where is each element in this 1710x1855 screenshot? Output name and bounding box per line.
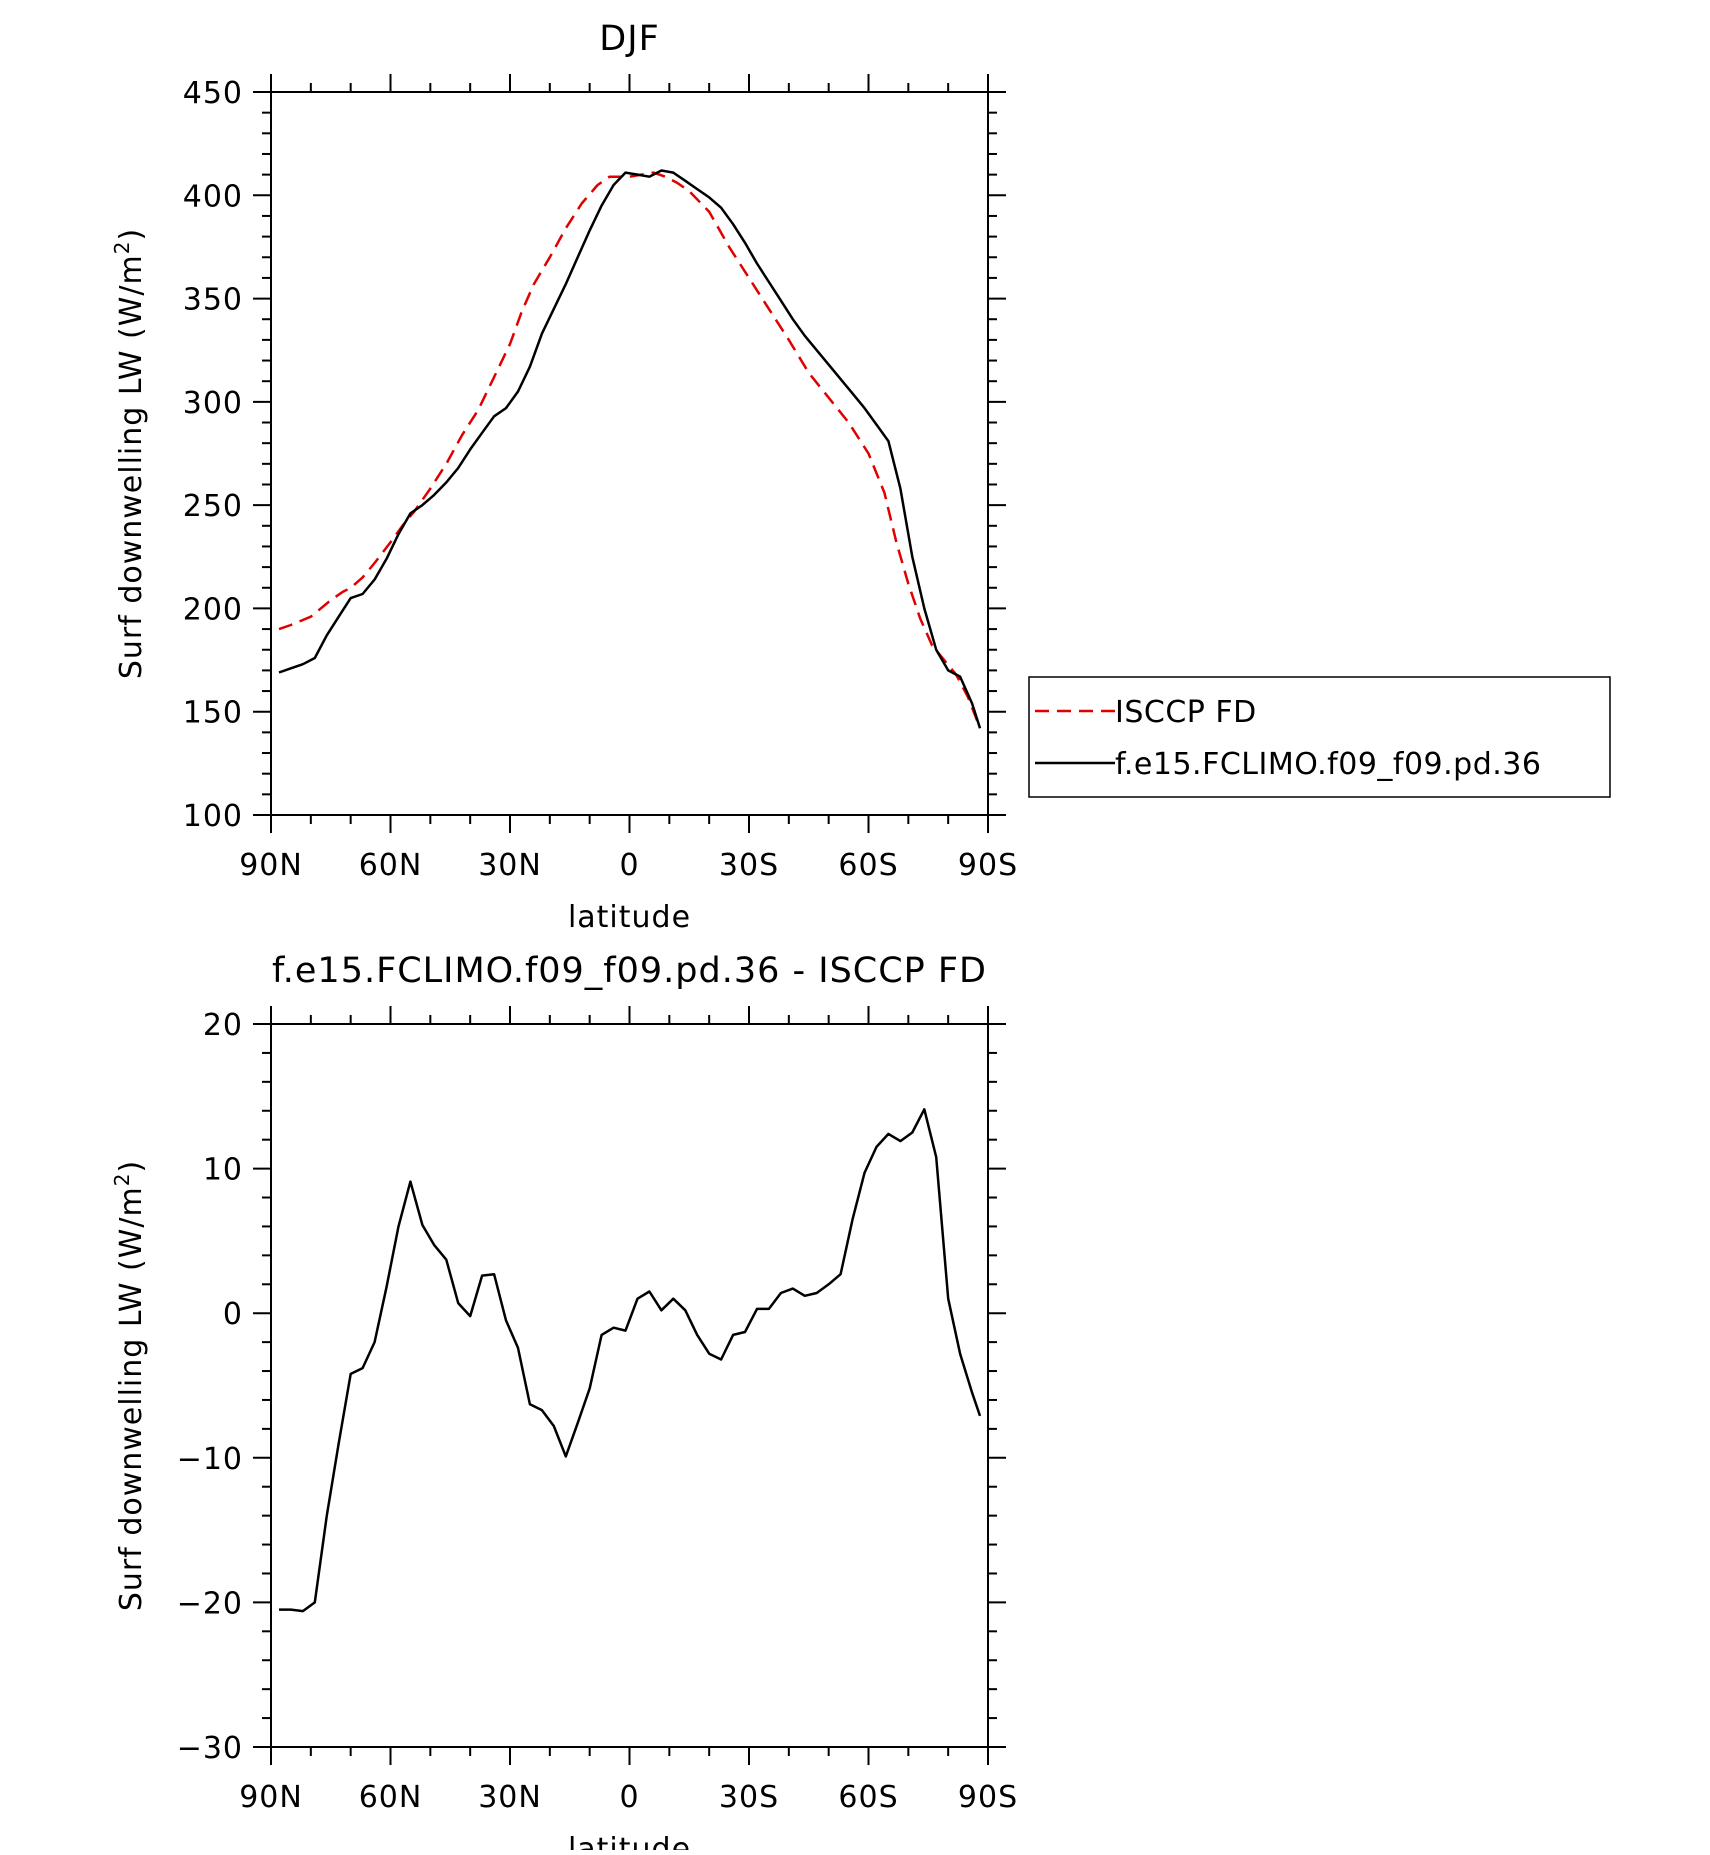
legend-label-model: f.e15.FCLIMO.f09_f09.pd.36 [1115, 747, 1541, 782]
top-ytick-label: 300 [183, 386, 243, 421]
bottom-ytick-label: −30 [177, 1731, 243, 1766]
bottom-ytick-label: −10 [177, 1442, 243, 1477]
top-ytick-label: 400 [183, 179, 243, 214]
top-ytick-label: 450 [183, 76, 243, 111]
bottom-ylabel-sup: 2 [110, 1173, 134, 1187]
bottom-xtick-label: 60S [838, 1780, 898, 1815]
bottom-xtick-label: 90S [958, 1780, 1018, 1815]
bottom-ytick-label: 10 [203, 1153, 243, 1188]
bottom-xtick-label: 90N [239, 1780, 303, 1815]
bottom-xtick-label: 30N [478, 1780, 542, 1815]
top-plot-frame [270, 91, 989, 816]
top-panel-marks: 100 150 200 250 300 350 400 450 90N 60N 30N 0 30S 60S… [183, 74, 1018, 883]
bottom-panel-title: f.e15.FCLIMO.f09_f09.pd.36 - ISCCP FD [272, 951, 987, 991]
bottom-xtick-label: 60N [359, 1780, 423, 1815]
bottom-ytick-label: 0 [223, 1297, 243, 1332]
bottom-ytick-label: −20 [177, 1586, 243, 1621]
top-xtick-label: 30N [478, 848, 542, 883]
bottom-ytick-label: 20 [203, 1008, 243, 1043]
top-ytick-label: 250 [183, 489, 243, 524]
top-ytick-label: 100 [183, 799, 243, 834]
top-xtick-label: 0 [619, 848, 639, 883]
top-ylabel-main: Surf downwelling LW (W/m [114, 254, 149, 679]
top-series-line-0 [278, 171, 982, 729]
bottom-panel-ylabel: Surf downwelling LW (W/m2) [110, 1160, 149, 1611]
bottom-panel: f.e15.FCLIMO.f09_f09.pd.36 - ISCCP FD Su… [110, 951, 1018, 1855]
bottom-ylabel-end: ) [114, 1160, 149, 1173]
legend-label-isccp: ISCCP FD [1115, 695, 1257, 730]
svg-text:Surf downwelling LW (W/m2): Surf downwelling LW (W/m2) [110, 228, 149, 679]
top-xtick-label: 60S [838, 848, 898, 883]
top-ytick-label: 150 [183, 696, 243, 731]
top-ylabel-sup: 2 [110, 241, 134, 255]
svg-text:Surf downwelling LW (W/m2): Surf downwelling LW (W/m2) [110, 1160, 149, 1611]
bottom-panel-xlabel: latitude [568, 1832, 691, 1850]
legend: ISCCP FD f.e15.FCLIMO.f09_f09.pd.36 [1028, 676, 1611, 798]
bottom-xtick-label: 30S [719, 1780, 779, 1815]
top-panel-title: DJF [599, 19, 659, 59]
top-xtick-label: 30S [719, 848, 779, 883]
top-xtick-label: 90N [239, 848, 303, 883]
top-panel: DJF Surf downwelling LW (W/m2) latitude … [110, 19, 1611, 935]
top-series-line-1 [278, 169, 982, 729]
bottom-xtick-label: 0 [619, 1780, 639, 1815]
legend-box [1028, 676, 1611, 798]
top-panel-ylabel: Surf downwelling LW (W/m2) [110, 228, 149, 679]
top-ylabel-end: ) [114, 228, 149, 241]
bottom-panel-marks: −30 −20 −10 0 10 20 90N 60N 30N 0 30S 60S 90S [177, 1006, 1018, 1815]
bottom-plot-frame [270, 1023, 989, 1748]
top-panel-xlabel: latitude [568, 900, 691, 935]
bottom-ylabel-main: Surf downwelling LW (W/m [114, 1186, 149, 1611]
top-xtick-label: 60N [359, 848, 423, 883]
top-ytick-label: 200 [183, 592, 243, 627]
top-xtick-label: 90S [958, 848, 1018, 883]
bottom-series-line-0 [279, 1108, 982, 1613]
top-ytick-label: 350 [183, 283, 243, 318]
